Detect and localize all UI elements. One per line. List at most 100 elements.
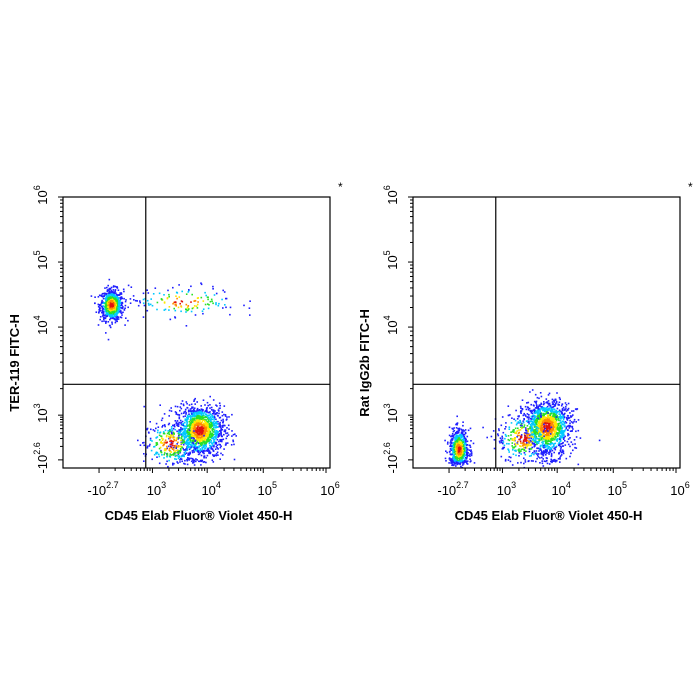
event-dot — [466, 460, 469, 462]
event-dot — [196, 409, 198, 411]
event-dot — [142, 442, 144, 444]
event-dot — [524, 434, 527, 437]
event-dot — [222, 307, 224, 309]
event-dot — [212, 455, 215, 457]
event-dot — [212, 450, 215, 452]
event-dot — [204, 303, 207, 306]
event-dot — [541, 423, 543, 425]
event-dot — [545, 434, 547, 436]
event-dot — [195, 414, 197, 416]
event-dot — [458, 444, 461, 447]
event-dot — [554, 426, 556, 429]
event-dot — [552, 399, 555, 402]
event-dot — [176, 297, 178, 300]
event-dot — [546, 405, 549, 408]
event-dot — [564, 402, 567, 404]
event-dot — [463, 455, 466, 457]
event-dot — [193, 412, 196, 414]
event-dot — [204, 435, 207, 438]
event-dot — [121, 314, 123, 316]
event-dot — [456, 455, 459, 458]
event-dot — [184, 463, 186, 465]
event-dot — [569, 419, 571, 422]
event-dot — [151, 440, 153, 442]
event-dot — [208, 430, 210, 433]
event-dot — [572, 414, 574, 416]
event-dot — [208, 434, 211, 436]
event-dot — [123, 290, 125, 293]
event-dot — [220, 452, 222, 455]
event-dot — [102, 313, 104, 316]
event-dot — [166, 432, 169, 435]
event-dot — [193, 419, 196, 421]
event-dot — [558, 432, 560, 434]
event-dot — [549, 412, 551, 415]
event-dot — [182, 424, 184, 427]
event-dot — [538, 434, 541, 437]
event-dot — [159, 432, 161, 434]
event-dot — [458, 451, 460, 454]
event-dot — [506, 442, 508, 445]
event-dot — [178, 284, 180, 286]
event-dot — [173, 445, 176, 447]
event-dot — [213, 422, 215, 425]
event-dot — [217, 436, 219, 438]
event-dot — [554, 416, 556, 418]
event-dot — [192, 437, 195, 439]
event-dot — [172, 447, 174, 450]
event-dot — [511, 464, 514, 466]
event-dot — [172, 427, 175, 430]
event-dot — [112, 286, 115, 288]
event-dot — [457, 434, 459, 437]
event-dot — [161, 417, 164, 420]
event-dot — [549, 410, 552, 412]
event-dot — [546, 444, 548, 447]
event-dot — [546, 433, 548, 435]
event-dot — [194, 424, 196, 427]
event-dot — [174, 451, 177, 453]
event-dot — [184, 425, 187, 427]
event-dot — [574, 408, 577, 410]
event-dot — [537, 414, 540, 417]
event-dot — [524, 414, 526, 416]
event-dot — [470, 452, 473, 455]
event-dot — [554, 424, 556, 427]
event-dot — [541, 406, 543, 408]
event-dot — [452, 445, 455, 448]
event-dot — [121, 307, 123, 310]
event-dot — [143, 441, 145, 444]
event-dot — [516, 430, 518, 432]
event-dot — [136, 300, 138, 302]
event-dot — [98, 309, 100, 311]
event-dot — [178, 429, 180, 431]
event-dot — [519, 411, 522, 413]
event-dot — [202, 419, 204, 422]
event-dot — [208, 439, 210, 442]
event-dot — [202, 422, 205, 425]
event-dot — [448, 458, 451, 460]
event-dot — [184, 433, 186, 435]
event-dot — [181, 290, 183, 293]
event-dot — [464, 442, 467, 444]
event-dot — [542, 453, 545, 455]
event-dot — [190, 443, 192, 446]
event-dot — [543, 450, 545, 452]
event-dot — [104, 302, 106, 304]
event-dot — [550, 455, 553, 458]
event-dot — [520, 453, 522, 455]
event-dot — [193, 408, 195, 411]
event-dot — [169, 429, 171, 432]
event-dot — [170, 442, 173, 444]
event-dot — [199, 431, 202, 434]
event-dot — [171, 433, 173, 436]
event-dot — [522, 414, 525, 417]
event-dot — [188, 404, 191, 406]
event-dot — [207, 416, 210, 419]
event-dot — [492, 430, 495, 432]
event-dot — [458, 458, 461, 460]
event-dot — [99, 309, 101, 312]
event-dot — [202, 308, 205, 310]
event-dot — [188, 420, 191, 423]
event-dot — [200, 422, 203, 424]
event-dot — [539, 439, 541, 441]
